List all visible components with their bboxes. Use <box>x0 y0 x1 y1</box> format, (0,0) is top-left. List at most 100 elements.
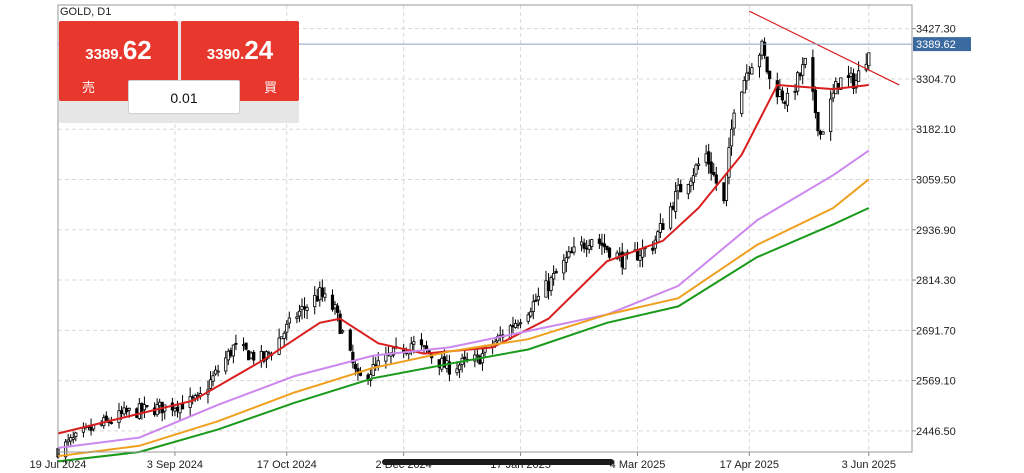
candle-body <box>569 251 574 254</box>
candle-body <box>455 368 459 374</box>
candle-body <box>640 248 645 258</box>
candle-body <box>742 79 746 94</box>
candle-body <box>333 304 337 309</box>
candle-body <box>531 301 535 312</box>
candle-body <box>213 369 218 375</box>
candle-body <box>81 427 86 433</box>
candle-body <box>582 242 586 249</box>
candle-body <box>64 441 68 458</box>
candle-body <box>854 80 858 89</box>
candle-body <box>834 81 838 95</box>
sell-label: 売 <box>82 80 96 95</box>
candle-body <box>651 247 655 251</box>
candle-body <box>686 183 690 195</box>
candle-body <box>796 72 800 92</box>
candle-body <box>696 163 701 166</box>
buy-label: 買 <box>263 80 277 95</box>
moving-average-ma_short <box>57 83 869 435</box>
candle-body <box>511 324 515 328</box>
candle-body <box>579 241 584 246</box>
candle-body <box>125 408 129 413</box>
candle-body <box>727 147 731 178</box>
candle-body <box>638 255 642 261</box>
moving-averages <box>57 83 870 463</box>
candle-body <box>729 128 734 147</box>
candle-body <box>661 223 665 230</box>
candle-body <box>694 164 698 175</box>
candle-body <box>300 306 304 311</box>
candle-body <box>722 182 726 202</box>
axes: 3427.30 3304.70 3182.10 3059.50 2936.90 2814.… <box>30 4 971 471</box>
candle-body <box>119 410 124 414</box>
candle-body <box>140 403 144 412</box>
candle-body <box>526 314 530 322</box>
candle-body <box>813 89 818 114</box>
candle-body <box>320 287 324 297</box>
candle-body <box>816 111 820 132</box>
y-tick-label: 3059.50 <box>916 174 956 186</box>
candle-body <box>544 280 548 298</box>
candle-body <box>109 422 113 424</box>
candle-body <box>341 330 345 333</box>
candle-body <box>335 305 340 313</box>
x-tick-label: 3 Jun 2025 <box>842 459 896 471</box>
current-price-tag <box>913 37 971 52</box>
candle-body <box>780 90 784 101</box>
candle-body <box>857 70 861 82</box>
candle-body <box>712 172 716 176</box>
candle-body <box>567 251 571 258</box>
candle-body <box>656 231 660 243</box>
candle-body <box>602 243 607 248</box>
x-tick-label: 4 Mar 2025 <box>610 459 666 471</box>
candle-body <box>122 407 126 415</box>
candle-body <box>264 351 269 360</box>
candle-body <box>351 351 355 364</box>
candle-body <box>536 295 540 301</box>
candle-body <box>846 75 851 78</box>
y-tick-label: 2814.30 <box>916 275 956 287</box>
candle-body <box>552 272 556 280</box>
candle-body <box>208 379 213 389</box>
candle-body <box>305 307 309 311</box>
candle-body <box>585 247 589 250</box>
candle-body <box>689 180 693 187</box>
candle-body <box>104 415 108 421</box>
candle-body <box>371 364 375 377</box>
candle-body <box>762 41 767 56</box>
candle-body <box>247 350 251 361</box>
candle-body <box>668 206 673 229</box>
candle-body <box>724 174 729 201</box>
y-tick-label: 3427.30 <box>916 24 956 36</box>
candle-body <box>412 341 416 345</box>
candle-body <box>831 92 835 99</box>
candle-body <box>475 354 479 357</box>
chart-scrollbar[interactable] <box>382 459 614 465</box>
candle-body <box>137 403 141 419</box>
candle-body <box>549 277 553 291</box>
candle-body <box>313 295 317 308</box>
candle-body <box>785 92 790 106</box>
candle-body <box>249 352 253 359</box>
y-tick-label: 3182.10 <box>916 124 956 136</box>
candle-body <box>783 101 787 104</box>
candle-body <box>518 322 523 325</box>
candle-body <box>244 342 248 350</box>
candle-body <box>620 251 624 268</box>
candle-body <box>623 253 627 270</box>
one-click-trading-panel: 3389.62 売 3390.24 買 0.01 <box>59 21 299 123</box>
candle-body <box>534 299 538 302</box>
candle-body <box>384 354 388 362</box>
candle-body <box>282 332 286 339</box>
candle-body <box>71 437 75 440</box>
candle-body <box>778 89 782 97</box>
trendline-group <box>749 10 900 86</box>
candle-body <box>765 56 769 73</box>
candle-body <box>191 396 195 399</box>
x-tick-label: 19 Jul 2024 <box>30 459 87 471</box>
candle-body <box>224 357 228 372</box>
lot-size-input[interactable]: 0.01 <box>128 80 240 114</box>
candle-body <box>513 322 518 328</box>
candle-body <box>546 281 551 292</box>
candle-body <box>798 73 802 77</box>
